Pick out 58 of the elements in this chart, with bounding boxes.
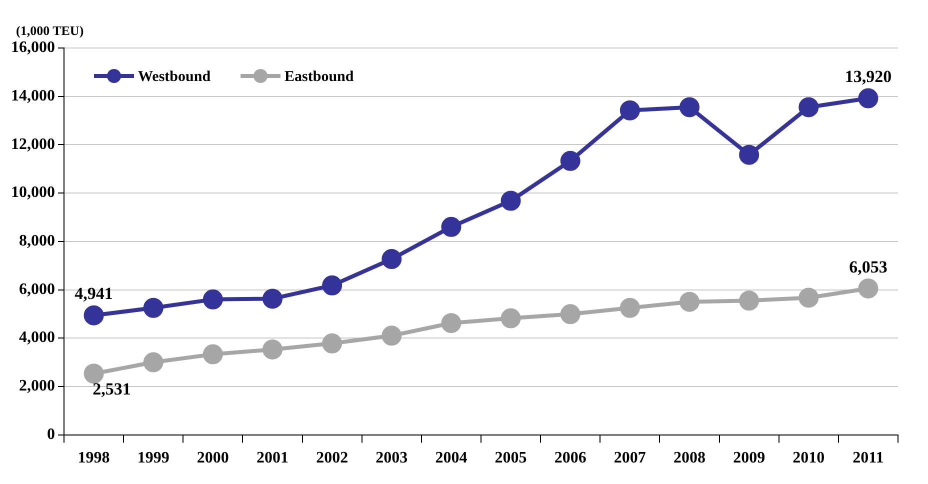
point	[143, 298, 164, 318]
point	[382, 326, 402, 346]
data-label: 13,920	[844, 67, 892, 86]
point	[322, 275, 342, 296]
point	[739, 144, 760, 165]
point	[500, 308, 521, 328]
x-tick-label: 2004	[435, 450, 468, 467]
point	[262, 339, 282, 360]
point	[798, 288, 819, 308]
y-tick-label: 0	[47, 426, 55, 443]
point	[798, 97, 819, 118]
point	[739, 290, 760, 311]
y-tick-label: 12,000	[11, 136, 55, 153]
point	[441, 313, 462, 334]
x-tick-label: 2006	[554, 450, 586, 467]
x-tick-label: 2000	[196, 450, 229, 467]
x-tick-label: 2003	[376, 450, 408, 467]
x-tick-label: 2001	[256, 450, 288, 467]
point	[84, 305, 104, 326]
point	[560, 304, 580, 324]
point	[322, 333, 342, 354]
y-tick-label: 14,000	[11, 87, 55, 104]
x-tick-label: 2010	[792, 450, 825, 467]
point	[680, 292, 700, 312]
point	[441, 216, 462, 237]
legend-label: Westbound	[138, 68, 212, 85]
point	[680, 97, 700, 118]
point	[858, 88, 878, 108]
x-tick-label: 2008	[674, 450, 706, 467]
point	[560, 150, 580, 171]
y-axis-title: (1,000 TEU)	[16, 22, 84, 38]
data-label: 4,941	[74, 284, 113, 304]
y-tick-label: 16,000	[11, 39, 55, 56]
point	[202, 344, 223, 364]
data-label: 6,053	[849, 257, 888, 276]
point	[84, 364, 104, 384]
data-label: 2,531	[92, 380, 131, 399]
y-tick-label: 8,000	[19, 232, 55, 250]
point	[620, 298, 640, 318]
x-tick-label: 1998	[78, 450, 110, 467]
y-tick-label: 4,000	[19, 329, 55, 346]
point	[500, 190, 521, 211]
point	[382, 249, 402, 270]
x-tick-label: 2009	[733, 450, 766, 467]
y-tick-label: 10,000	[11, 184, 55, 202]
x-tick-label: 2011	[852, 450, 884, 467]
point	[620, 100, 640, 120]
x-tick-label: 2005	[494, 450, 527, 467]
y-tick-label: 6,000	[19, 280, 55, 298]
point	[202, 289, 223, 310]
legend-label: Eastbound	[284, 68, 354, 85]
x-tick-label: 2002	[316, 450, 348, 467]
x-tick-label: 2007	[614, 450, 646, 467]
point	[858, 278, 878, 298]
y-tick-label: 2,000	[19, 378, 55, 395]
point	[143, 352, 164, 372]
point	[262, 288, 282, 309]
x-tick-label: 1999	[137, 450, 170, 467]
